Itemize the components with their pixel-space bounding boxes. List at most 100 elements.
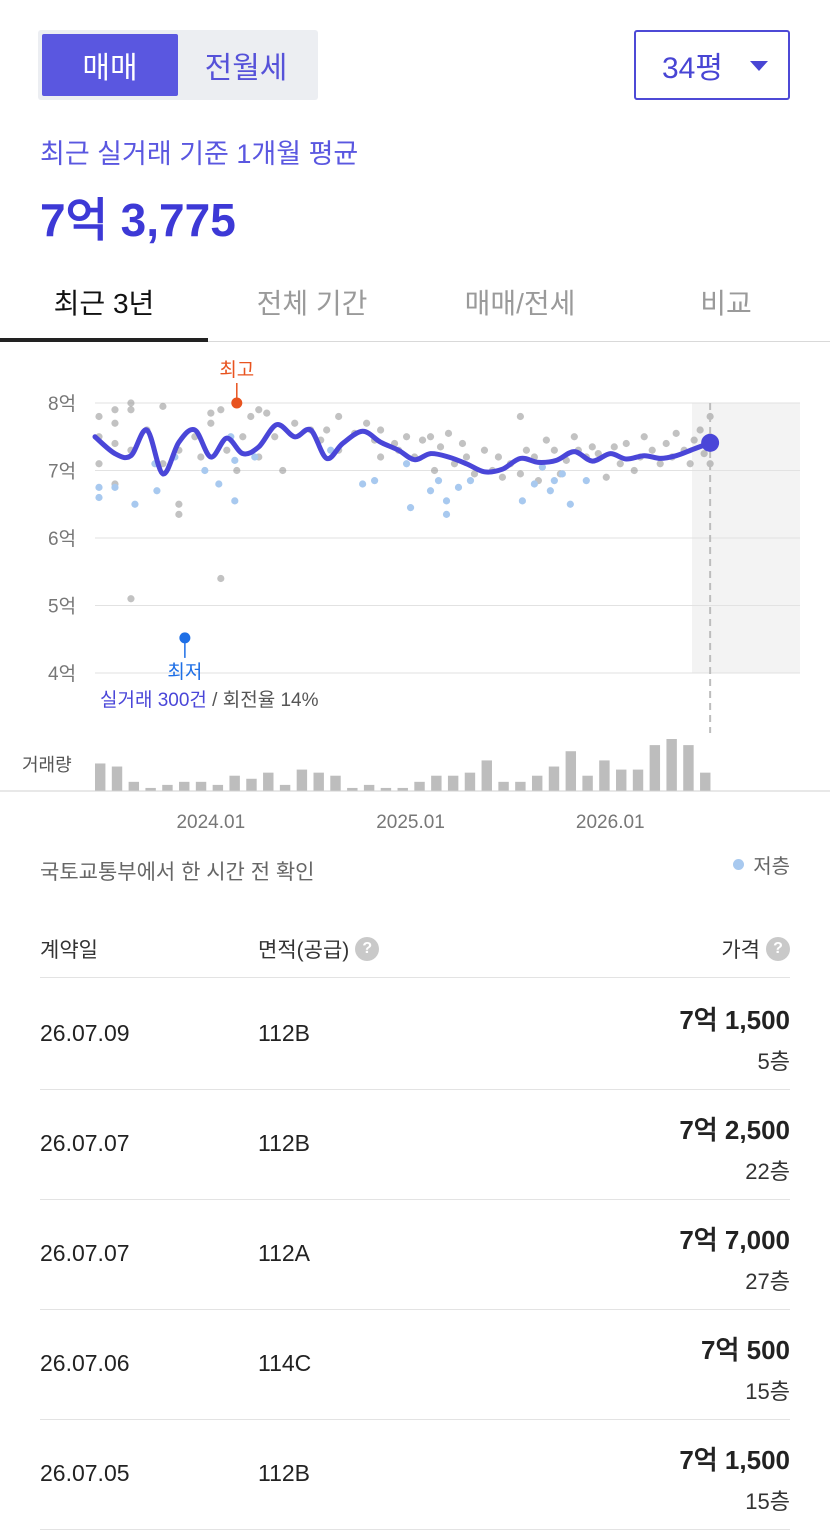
transaction-dot	[223, 446, 231, 454]
volume-bar	[700, 772, 711, 791]
low-floor-transaction-dot	[582, 477, 590, 485]
table-row[interactable]: 26.07.05 112B 7억 1,500 15층	[40, 1420, 790, 1530]
low-floor-legend: 저층	[733, 850, 790, 879]
volume-bar	[380, 787, 392, 791]
transaction-dot	[426, 433, 435, 441]
transaction-dot	[622, 439, 630, 448]
table-row[interactable]: 26.07.09 112B 7억 1,500 5층	[40, 980, 790, 1090]
transaction-dot	[498, 473, 507, 481]
transaction-dot	[127, 595, 135, 603]
transaction-dot	[610, 443, 618, 451]
size-dropdown-value: 34평	[662, 52, 723, 85]
transaction-dot	[516, 470, 524, 478]
volume-bar	[649, 745, 661, 791]
volume-bar	[363, 784, 375, 791]
header-contract-date: 계약일	[40, 939, 98, 962]
transaction-dot	[616, 460, 624, 468]
volume-bar	[582, 775, 593, 791]
transaction-dot	[95, 460, 103, 468]
y-tick-label: 4억	[48, 663, 76, 685]
transaction-dot	[444, 429, 453, 437]
trade-summary: 실거래 300건 / 회전율 14%	[100, 689, 319, 711]
low-floor-transaction-dot	[402, 460, 411, 468]
help-circle-icon[interactable]: ?	[355, 937, 380, 961]
transaction-dot	[458, 439, 467, 448]
high-price-marker[interactable]	[231, 397, 243, 409]
data-source-text: 국토교통부에서 한 시간 전 확인	[40, 861, 315, 884]
transaction-dot	[111, 419, 119, 427]
transaction-dot	[462, 453, 471, 461]
transaction-dot	[602, 473, 610, 481]
transaction-dot	[480, 446, 489, 454]
latest-price-marker[interactable]	[701, 433, 720, 452]
active-tab-indicator	[0, 338, 208, 342]
transaction-dot	[175, 510, 183, 518]
row-area: 112B	[258, 1130, 311, 1156]
row-area: 112A	[258, 1240, 311, 1266]
tab-sale-rent[interactable]: 매매/전세	[464, 288, 576, 319]
transaction-dot	[640, 433, 648, 441]
help-circle-icon[interactable]: ?	[766, 937, 790, 961]
transaction-dot	[217, 574, 225, 583]
transaction-dot	[648, 446, 656, 454]
volume-bar	[128, 781, 140, 791]
transaction-dot	[494, 453, 503, 461]
transaction-dot	[127, 399, 135, 407]
transaction-dot	[516, 412, 524, 421]
low-floor-transaction-dot	[518, 497, 526, 505]
low-floor-transaction-dot	[466, 477, 475, 485]
table-row[interactable]: 26.07.07 112A 7억 7,000 27층	[40, 1200, 790, 1310]
transaction-dot	[630, 466, 638, 475]
size-dropdown[interactable]: 34평	[634, 30, 790, 100]
low-price-marker[interactable]	[179, 632, 191, 644]
volume-bar	[195, 781, 207, 791]
volume-bar	[599, 760, 610, 791]
low-floor-transaction-dot	[434, 477, 443, 485]
row-floor: 15층	[745, 1379, 790, 1404]
volume-bar	[229, 775, 240, 791]
tab-all-period[interactable]: 전체 기간	[256, 288, 368, 319]
transaction-dot	[402, 433, 411, 441]
volume-bar	[548, 766, 560, 791]
transaction-dot	[696, 426, 704, 434]
low-floor-transaction-dot	[215, 480, 223, 488]
transaction-dot	[263, 409, 271, 417]
volume-bar	[212, 784, 224, 791]
transaction-dot	[376, 453, 385, 461]
table-row[interactable]: 26.07.07 112B 7억 2,500 22층	[40, 1090, 790, 1200]
low-floor-transaction-dot	[131, 500, 139, 508]
volume-bar	[111, 766, 123, 791]
row-area: 114C	[258, 1350, 312, 1376]
table-row[interactable]: 26.07.06 114C 7억 500 15층	[40, 1310, 790, 1420]
tab-recent-3-years[interactable]: 최근 3년	[53, 288, 155, 319]
row-price: 7억 1,500	[679, 1005, 790, 1035]
transaction-dot	[207, 409, 215, 417]
rent-tab-button[interactable]: 전월세	[204, 52, 288, 85]
volume-bar	[330, 775, 341, 791]
volume-bar	[414, 781, 425, 791]
sale-tab-button[interactable]: 매매	[42, 34, 178, 96]
volume-bar	[666, 739, 677, 791]
volume-bar	[313, 772, 324, 791]
transaction-dot	[686, 460, 694, 468]
transaction-dot	[323, 426, 331, 434]
row-floor: 5층	[757, 1049, 790, 1074]
volume-bar	[683, 745, 694, 791]
low-floor-transaction-dot	[95, 493, 103, 502]
volume-bar	[481, 760, 492, 791]
volume-bar	[498, 781, 509, 791]
transaction-dot	[127, 406, 135, 414]
volume-bar	[565, 751, 577, 791]
tab-compare[interactable]: 비교	[700, 288, 752, 319]
low-floor-transaction-dot	[550, 477, 558, 485]
transaction-dot	[672, 429, 680, 437]
low-floor-transaction-dot	[442, 497, 451, 505]
row-floor: 15층	[745, 1489, 790, 1514]
transaction-dot	[279, 466, 287, 475]
volume-bar	[95, 763, 106, 791]
row-price: 7억 2,500	[679, 1115, 790, 1145]
average-price-line	[92, 422, 713, 477]
y-tick-label: 5억	[48, 596, 76, 618]
transaction-dot	[656, 460, 664, 468]
